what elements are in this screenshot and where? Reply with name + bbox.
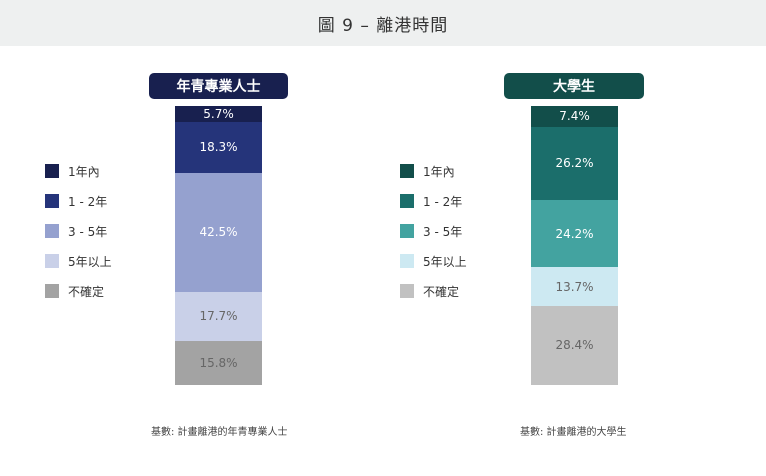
legend-item: 不確定 <box>400 283 467 299</box>
legend-label: 5年以上 <box>68 254 112 269</box>
bar-segment: 5.7% <box>175 106 262 122</box>
bar-segment: 42.5% <box>175 172 262 292</box>
legend-swatch <box>400 164 414 178</box>
legend-item: 不確定 <box>45 283 112 299</box>
legend-label: 不確定 <box>423 284 460 299</box>
legend-swatch <box>400 254 414 268</box>
source-note-university-students: 基數: 計畫離港的大學生 <box>520 427 627 438</box>
data-label: 15.8% <box>199 355 238 370</box>
legend-label: 1年內 <box>423 164 455 179</box>
legend-label: 3 - 5年 <box>423 224 463 239</box>
stacked-bar-university-students: 7.4% 26.2% 24.2% 13.7% 28.4% <box>531 106 618 385</box>
data-label: 26.2% <box>555 156 594 171</box>
bar-segment: 13.7% <box>531 267 618 306</box>
legend-swatch <box>400 194 414 208</box>
chart-header-young-professionals: 年青專業人士 <box>149 73 288 99</box>
source-note-young-professionals: 基數: 計畫離港的年青專業人士 <box>151 427 288 438</box>
legend-young-professionals: 1年內 1 - 2年 3 - 5年 5年以上不確定 <box>45 163 112 313</box>
data-label: 13.7% <box>555 279 594 294</box>
legend-university-students: 1年內 1 - 2年 3 - 5年 5年以上不確定 <box>400 163 467 313</box>
bar-segment: 18.3% <box>175 121 262 173</box>
bar-segment: 26.2% <box>531 126 618 200</box>
legend-item: 1年內 <box>400 163 467 179</box>
legend-swatch <box>400 224 414 238</box>
legend-item: 5年以上 <box>400 253 467 269</box>
legend-label: 1 - 2年 <box>68 194 108 209</box>
data-label: 5.7% <box>203 106 234 121</box>
legend-swatch <box>45 284 59 298</box>
legend-item: 3 - 5年 <box>400 223 467 239</box>
legend-label: 不確定 <box>68 284 105 299</box>
bar-segment: 15.8% <box>175 340 262 385</box>
data-label: 7.4% <box>559 109 590 124</box>
stacked-bar-young-professionals: 5.7% 18.3% 42.5% 17.7% 15.8% <box>175 106 262 385</box>
data-label: 42.5% <box>199 225 238 240</box>
legend-label: 5年以上 <box>423 254 467 269</box>
legend-item: 1 - 2年 <box>400 193 467 209</box>
legend-label: 1年內 <box>68 164 100 179</box>
bar-segment: 24.2% <box>531 199 618 268</box>
legend-label: 1 - 2年 <box>423 194 463 209</box>
legend-item: 3 - 5年 <box>45 223 112 239</box>
legend-item: 1 - 2年 <box>45 193 112 209</box>
chart-header-university-students: 大學生 <box>504 73 644 99</box>
title-band: 圖 9 – 離港時間 <box>0 0 766 46</box>
legend-swatch <box>45 194 59 208</box>
legend-swatch <box>45 254 59 268</box>
bar-segment: 28.4% <box>531 305 618 385</box>
bar-segment: 17.7% <box>175 291 262 341</box>
data-label: 17.7% <box>199 309 238 324</box>
bar-segment: 7.4% <box>531 106 618 127</box>
legend-item: 5年以上 <box>45 253 112 269</box>
page-title: 圖 9 – 離港時間 <box>317 15 449 36</box>
legend-swatch <box>45 224 59 238</box>
legend-item: 1年內 <box>45 163 112 179</box>
legend-label: 3 - 5年 <box>68 224 108 239</box>
legend-swatch <box>400 284 414 298</box>
data-label: 24.2% <box>555 226 594 241</box>
data-label: 28.4% <box>555 338 594 353</box>
data-label: 18.3% <box>199 140 238 155</box>
legend-swatch <box>45 164 59 178</box>
